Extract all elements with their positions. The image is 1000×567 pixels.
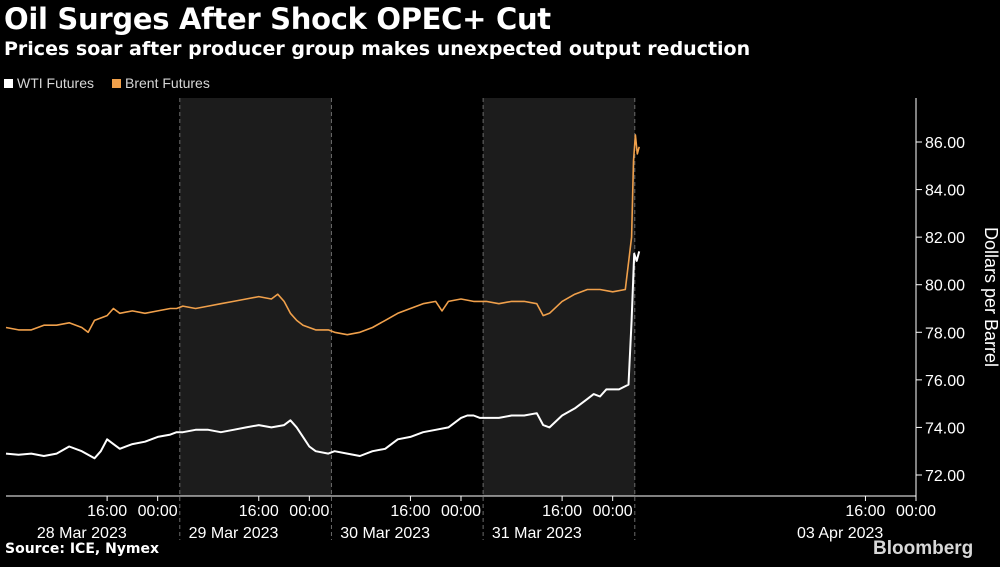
legend-label-brent: Brent Futures: [125, 75, 210, 91]
legend: WTI Futures Brent Futures: [4, 75, 210, 91]
y-tick-label: 74.00: [925, 420, 965, 437]
x-date-label: 28 Mar 2023: [37, 525, 127, 542]
y-tick-label: 80.00: [925, 278, 965, 295]
y-tick-label: 72.00: [925, 468, 965, 485]
brand-logo: Bloomberg: [873, 538, 974, 559]
y-tick-label: 84.00: [925, 183, 965, 200]
x-tick-label: 16:00: [239, 503, 279, 520]
x-tick-label: 16:00: [542, 503, 582, 520]
chart-subtitle: Prices soar after producer group makes u…: [4, 38, 751, 60]
legend-swatch-brent: [112, 78, 122, 88]
x-date-label: 31 Mar 2023: [492, 525, 582, 542]
session-separators: [179, 98, 636, 540]
y-tick-label: 78.00: [925, 325, 965, 342]
source-note: Source: ICE, Nymex: [5, 541, 160, 557]
axes: [6, 98, 917, 497]
series-line-brent: [5, 134, 640, 336]
y-tick-label: 86.00: [925, 135, 965, 152]
y-axis-ticks: 72.00 74.00 76.00 78.00 80.00 82.00 84.00 86.00: [916, 135, 965, 485]
series-line-wti: [5, 251, 641, 460]
x-date-label: 30 Mar 2023: [340, 525, 430, 542]
legend-item-brent: Brent Futures: [112, 75, 210, 91]
y-tick-label: 82.00: [925, 230, 965, 247]
y-tick-label: 76.00: [925, 373, 965, 390]
shaded-session-1: [483, 98, 635, 496]
chart-title: Oil Surges After Shock OPEC+ Cut: [4, 2, 551, 36]
x-axis-ticks: 16:00 00:00 16:00 00:00 16:00 00:00 16:00 00:00…: [37, 496, 936, 542]
legend-label-wti: WTI Futures: [17, 75, 95, 91]
x-tick-label: 16:00: [390, 503, 430, 520]
x-tick-label: 00:00: [593, 503, 633, 520]
shaded-sessions: [179, 98, 635, 496]
x-tick-label: 00:00: [896, 503, 936, 520]
x-tick-label: 00:00: [289, 503, 329, 520]
x-date-label: 03 Apr 2023: [797, 525, 883, 542]
legend-swatch-wti: [4, 78, 13, 88]
x-date-label: 29 Mar 2023: [189, 525, 279, 542]
x-tick-label: 16:00: [87, 503, 127, 520]
series-layer: [5, 134, 641, 460]
legend-item-wti: WTI Futures: [4, 75, 94, 91]
y-axis-label: Dollars per Barrel: [981, 227, 1000, 367]
x-tick-label: 00:00: [138, 503, 178, 520]
x-tick-label: 00:00: [441, 503, 481, 520]
x-tick-label: 16:00: [845, 503, 885, 520]
